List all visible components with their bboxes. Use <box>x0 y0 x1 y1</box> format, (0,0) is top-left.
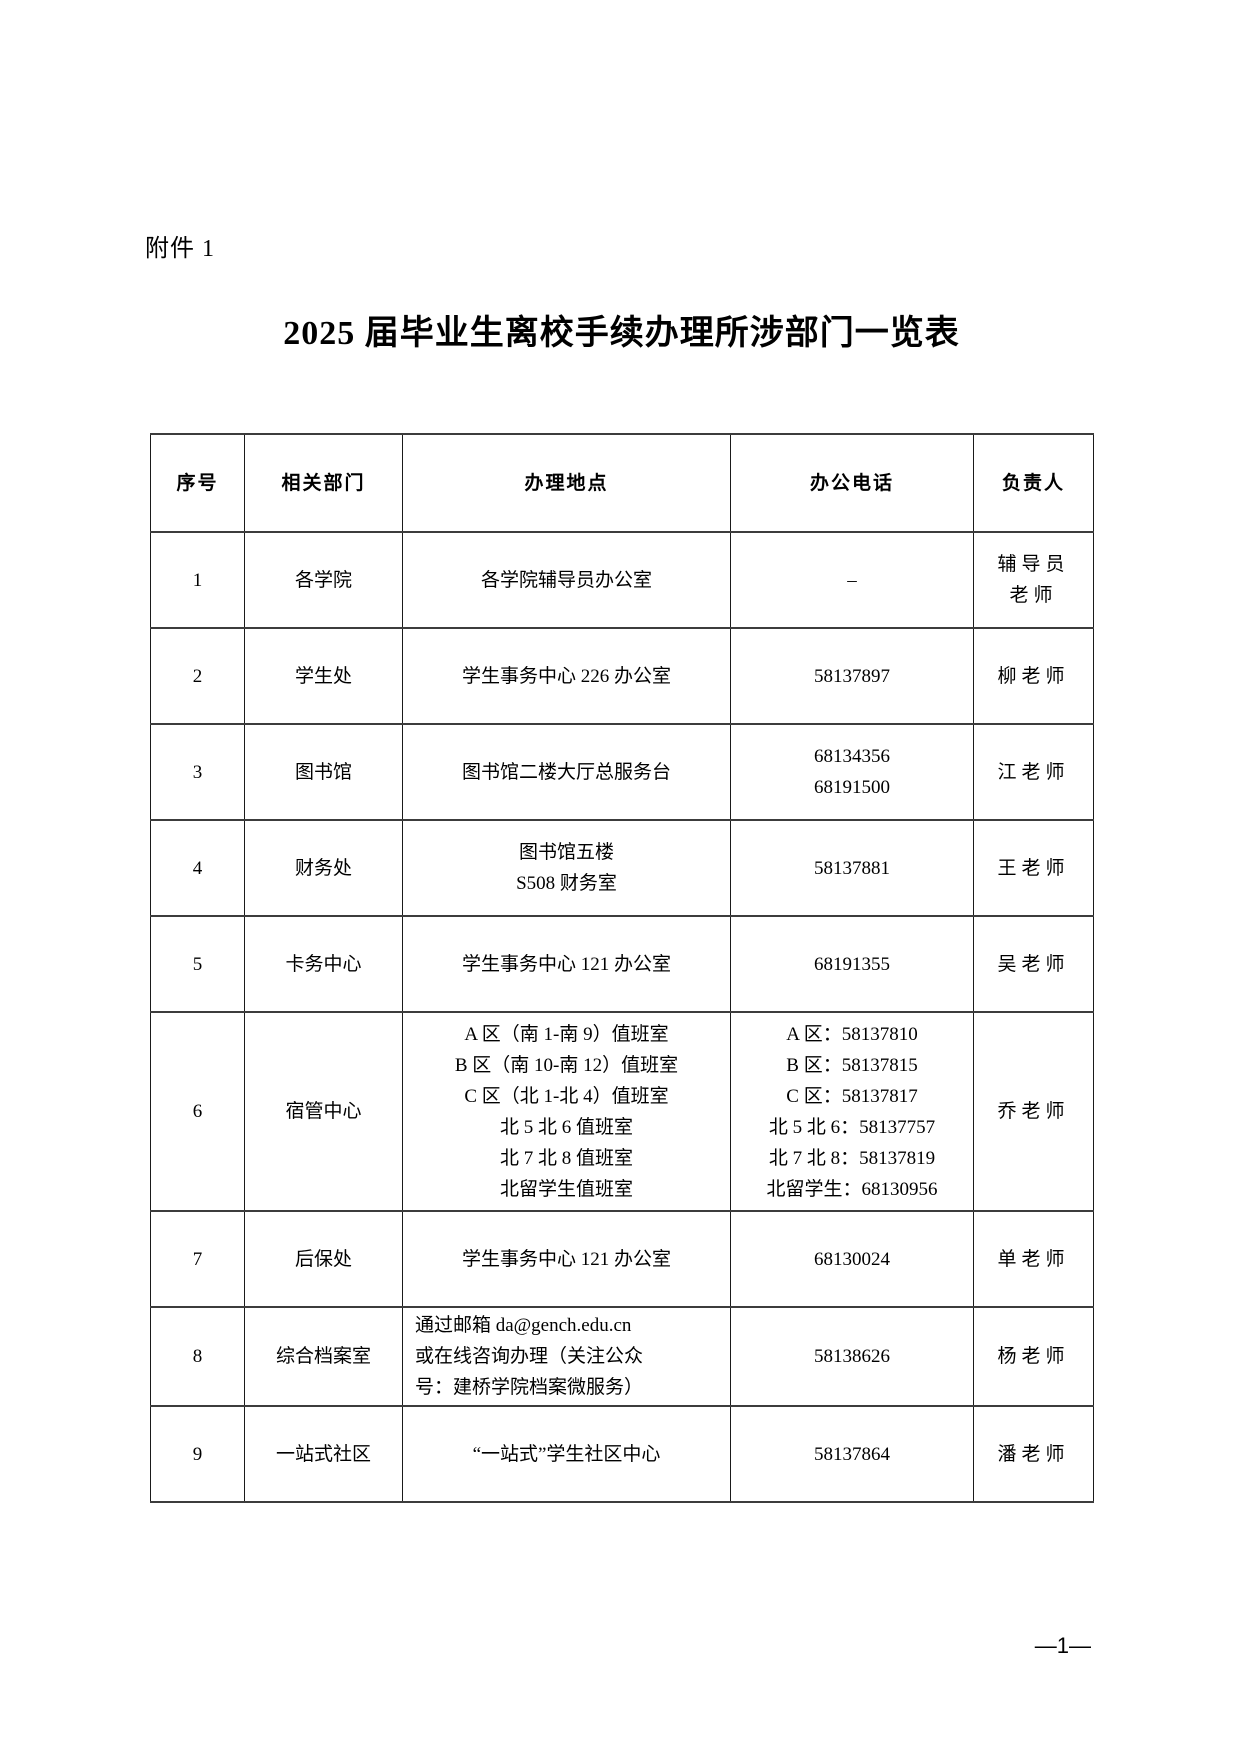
cell-location: A 区（南 1-南 9）值班室 B 区（南 10-南 12）值班室 C 区（北 … <box>402 1011 731 1212</box>
cell-no: 7 <box>150 1210 245 1308</box>
cell-person: 柳老师 <box>973 627 1094 725</box>
cell-phone: A 区：58137810 B 区：58137815 C 区：58137817 北… <box>730 1011 974 1212</box>
cell-department: 一站式社区 <box>244 1405 403 1503</box>
cell-person: 辅导员 老师 <box>973 531 1094 629</box>
cell-person: 单老师 <box>973 1210 1094 1308</box>
cell-department: 各学院 <box>244 531 403 629</box>
cell-no: 2 <box>150 627 245 725</box>
col-header-person: 负责人 <box>973 433 1094 533</box>
table-row: 3 图书馆 图书馆二楼大厅总服务台 68134356 68191500 江老师 <box>150 723 1094 821</box>
cell-location: 图书馆五楼 S508 财务室 <box>402 819 731 917</box>
col-header-no: 序号 <box>150 433 245 533</box>
cell-phone: 58137881 <box>730 819 974 917</box>
cell-person: 潘老师 <box>973 1405 1094 1503</box>
cell-person: 吴老师 <box>973 915 1094 1013</box>
page-number: —1— <box>1034 1633 1091 1658</box>
cell-person: 乔老师 <box>973 1011 1094 1212</box>
departments-table: 序号 相关部门 办理地点 办公电话 负责人 1 各学院 各学院辅导员办公室 – … <box>150 433 1094 1503</box>
table-row: 5 卡务中心 学生事务中心 121 办公室 68191355 吴老师 <box>150 915 1094 1013</box>
cell-person: 王老师 <box>973 819 1094 917</box>
cell-location: “一站式”学生社区中心 <box>402 1405 731 1503</box>
table-row: 7 后保处 学生事务中心 121 办公室 68130024 单老师 <box>150 1210 1094 1308</box>
cell-phone: 58138626 <box>730 1306 974 1407</box>
cell-department: 财务处 <box>244 819 403 917</box>
cell-location: 学生事务中心 226 办公室 <box>402 627 731 725</box>
cell-department: 图书馆 <box>244 723 403 821</box>
table-row: 9 一站式社区 “一站式”学生社区中心 58137864 潘老师 <box>150 1405 1094 1503</box>
cell-phone: 68130024 <box>730 1210 974 1308</box>
cell-no: 5 <box>150 915 245 1013</box>
table-row: 6 宿管中心 A 区（南 1-南 9）值班室 B 区（南 10-南 12）值班室… <box>150 1011 1094 1212</box>
cell-no: 6 <box>150 1011 245 1212</box>
page-title: 2025 届毕业生离校手续办理所涉部门一览表 <box>283 315 960 352</box>
table-header-row: 序号 相关部门 办理地点 办公电话 负责人 <box>150 433 1094 533</box>
cell-phone: 68191355 <box>730 915 974 1013</box>
cell-phone: 58137864 <box>730 1405 974 1503</box>
cell-person: 杨老师 <box>973 1306 1094 1407</box>
table-row: 2 学生处 学生事务中心 226 办公室 58137897 柳老师 <box>150 627 1094 725</box>
table-row: 4 财务处 图书馆五楼 S508 财务室 58137881 王老师 <box>150 819 1094 917</box>
cell-phone: – <box>730 531 974 629</box>
col-header-department: 相关部门 <box>244 433 403 533</box>
cell-department: 宿管中心 <box>244 1011 403 1212</box>
cell-no: 9 <box>150 1405 245 1503</box>
cell-no: 4 <box>150 819 245 917</box>
cell-department: 后保处 <box>244 1210 403 1308</box>
cell-location: 通过邮箱 da@gench.edu.cn 或在线咨询办理（关注公众 号：建桥学院… <box>402 1306 731 1407</box>
cell-location: 学生事务中心 121 办公室 <box>402 1210 731 1308</box>
cell-phone: 68134356 68191500 <box>730 723 974 821</box>
table-row: 8 综合档案室 通过邮箱 da@gench.edu.cn 或在线咨询办理（关注公… <box>150 1306 1094 1407</box>
cell-department: 综合档案室 <box>244 1306 403 1407</box>
cell-no: 8 <box>150 1306 245 1407</box>
table-row: 1 各学院 各学院辅导员办公室 – 辅导员 老师 <box>150 531 1094 629</box>
cell-location: 图书馆二楼大厅总服务台 <box>402 723 731 821</box>
cell-location: 学生事务中心 121 办公室 <box>402 915 731 1013</box>
cell-location: 各学院辅导员办公室 <box>402 531 731 629</box>
cell-phone: 58137897 <box>730 627 974 725</box>
col-header-phone: 办公电话 <box>730 433 974 533</box>
col-header-location: 办理地点 <box>402 433 731 533</box>
cell-no: 3 <box>150 723 245 821</box>
cell-no: 1 <box>150 531 245 629</box>
cell-department: 卡务中心 <box>244 915 403 1013</box>
attachment-label: 附件 1 <box>145 236 215 262</box>
cell-department: 学生处 <box>244 627 403 725</box>
cell-person: 江老师 <box>973 723 1094 821</box>
